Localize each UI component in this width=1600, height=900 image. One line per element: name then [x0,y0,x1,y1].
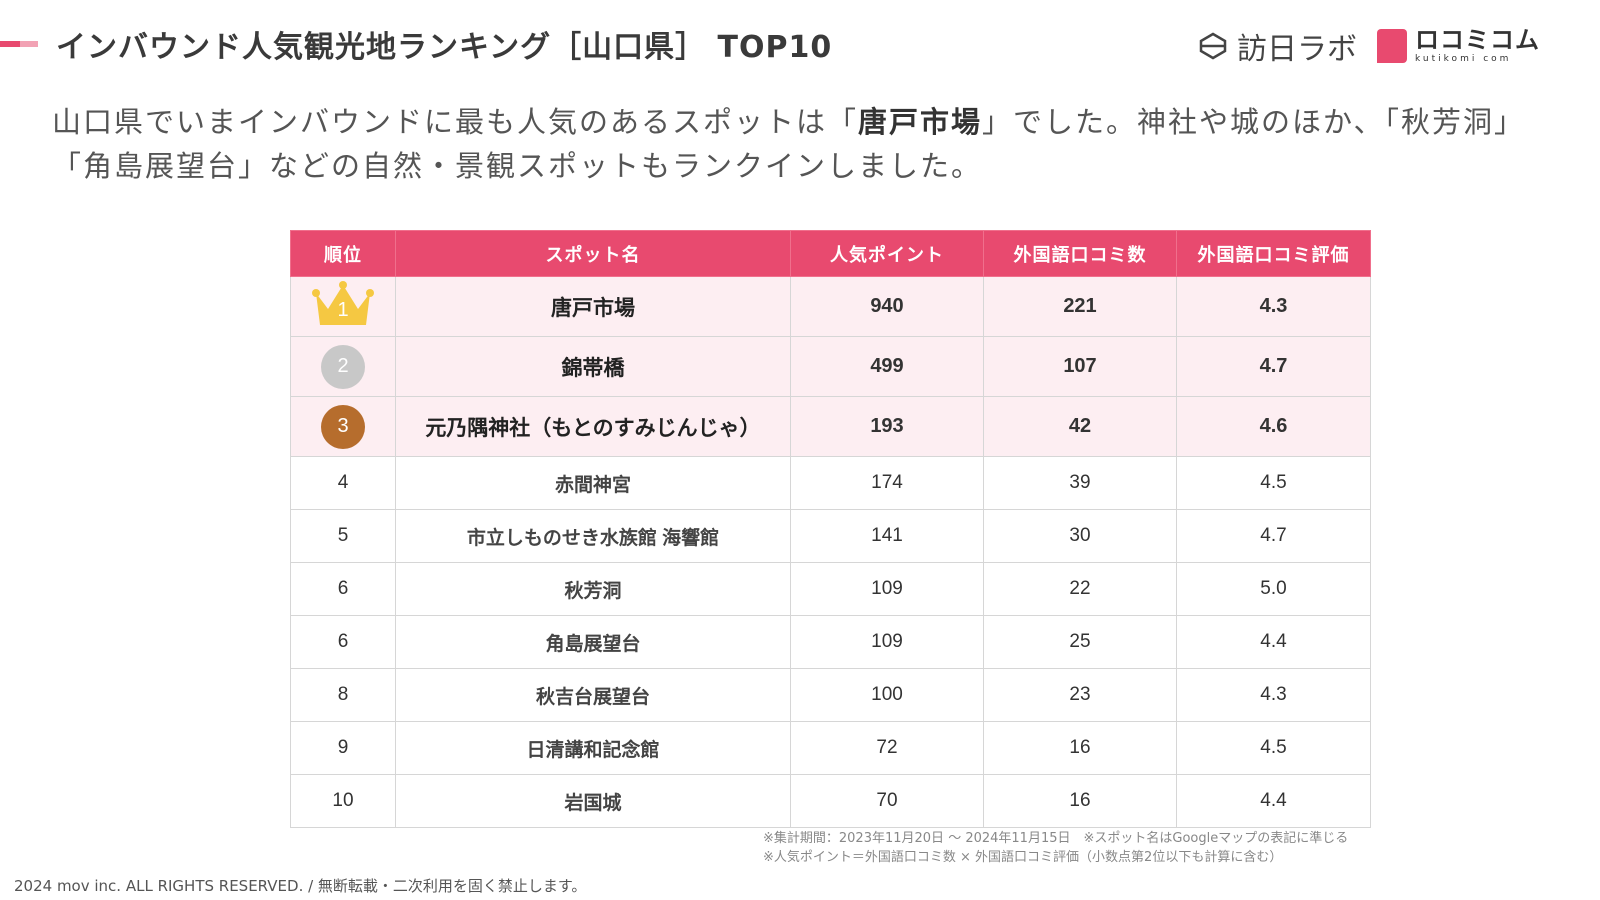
review-rating: 4.5 [1176,721,1371,775]
review-rating: 4.3 [1176,668,1371,722]
accent-bar-dark [0,41,20,47]
review-count: 22 [983,562,1177,616]
review-count: 221 [983,276,1177,337]
table-header-row: 順位 スポット名 人気ポイント 外国語口コミ数 外国語口コミ評価 [290,230,1371,277]
rank-cell: 3 [290,396,396,457]
rank-cell: 1 [290,276,396,337]
lab-mark-icon [1199,32,1227,60]
table-row: 10 岩国城 70 16 4.4 [290,774,1371,828]
points: 109 [790,562,984,616]
page-title: インバウンド人気観光地ランキング［山口県］ TOP10 [56,30,833,65]
review-rating: 4.7 [1176,336,1371,397]
rank-cell: 9 [290,721,396,775]
silver-medal-icon: 2 [321,344,365,389]
lead-highlight: 唐戸市場 [858,105,983,139]
table-row: 5 市立しものせき水族館 海響館 141 30 4.7 [290,509,1371,563]
bronze-medal-icon: 3 [321,404,365,449]
review-rating: 4.5 [1176,456,1371,510]
footnote-period: ※集計期間：2023年11月20日 〜 2024年11月15日 ※スポット名はG… [763,831,1349,846]
ranking-table: 順位 スポット名 人気ポイント 外国語口コミ数 外国語口コミ評価 1 唐戸市 [290,230,1371,828]
copyright-text: 2024 mov inc. ALL RIGHTS RESERVED. / 無断転… [14,877,587,895]
spot-name: 市立しものせき水族館 海響館 [395,509,791,563]
brand-lab-text: 訪日ラボ [1237,32,1357,67]
brand-kuti-text: ロコミコム [1415,26,1540,54]
spot-name: 角島展望台 [395,615,791,669]
review-count: 16 [983,774,1177,828]
review-rating: 4.4 [1176,774,1371,828]
header-review-rating: 外国語口コミ評価 [1176,230,1371,277]
spot-name: 元乃隅神社（もとのすみじんじゃ） [395,396,791,457]
header-spot-name: スポット名 [395,230,791,277]
lead-after: 」でした。神社や城のほか、「秋芳洞」「角島展望台」などの自然・景観スポットもラン… [52,105,1525,183]
review-count: 25 [983,615,1177,669]
review-rating: 4.3 [1176,276,1371,337]
review-count: 23 [983,668,1177,722]
review-count: 16 [983,721,1177,775]
accent-bar-light [20,41,38,47]
spot-name: 唐戸市場 [395,276,791,337]
table-row: 2 錦帯橋 499 107 4.7 [290,336,1371,397]
spot-name: 赤間神宮 [395,456,791,510]
rank-cell: 2 [290,336,396,397]
table-row: 6 角島展望台 109 25 4.4 [290,615,1371,669]
footnote-formula: ※人気ポイント＝外国語口コミ数 × 外国語口コミ評価（小数点第2位以下も計算に含… [763,850,1283,865]
table-row: 3 元乃隅神社（もとのすみじんじゃ） 193 42 4.6 [290,396,1371,457]
brand-logos: 訪日ラボ ロコミコム kutikomi com [1197,24,1540,68]
points: 499 [790,336,984,397]
header-rank: 順位 [290,230,396,277]
header-review-count: 外国語口コミ数 [983,230,1177,277]
table-row: 6 秋芳洞 109 22 5.0 [290,562,1371,616]
points: 174 [790,456,984,510]
footnotes: ※集計期間：2023年11月20日 〜 2024年11月15日 ※スポット名はG… [763,830,1363,868]
points: 940 [790,276,984,337]
review-count: 107 [983,336,1177,397]
header-points: 人気ポイント [790,230,984,277]
title-accent-bar [0,41,38,47]
spot-name: 錦帯橋 [395,336,791,397]
spot-name: 日清講和記念館 [395,721,791,775]
lead-before: 山口県でいまインバウンドに最も人気のあるスポットは「 [52,105,859,139]
rank-cell: 6 [290,562,396,616]
brand-kuti-sub: kutikomi com [1415,54,1512,64]
table-row: 9 日清講和記念館 72 16 4.5 [290,721,1371,775]
rank-cell: 10 [290,774,396,828]
review-rating: 4.7 [1176,509,1371,563]
review-rating: 5.0 [1176,562,1371,616]
points: 72 [790,721,984,775]
review-rating: 4.4 [1176,615,1371,669]
points: 193 [790,396,984,457]
houmon-lab-logo: 訪日ラボ [1197,24,1357,68]
spot-name: 岩国城 [395,774,791,828]
table-row: 1 唐戸市場 940 221 4.3 [290,276,1371,337]
rank-cell: 8 [290,668,396,722]
rank-cell: 6 [290,615,396,669]
spot-name: 秋芳洞 [395,562,791,616]
review-count: 39 [983,456,1177,510]
review-count: 42 [983,396,1177,457]
review-count: 30 [983,509,1177,563]
review-rating: 4.6 [1176,396,1371,457]
kutikomi-mark-icon [1377,29,1407,63]
points: 109 [790,615,984,669]
rank-cell: 4 [290,456,396,510]
kutikomi-logo: ロコミコム kutikomi com [1377,28,1540,64]
gold-crown-icon: 1 [310,279,376,329]
rank-cell: 5 [290,509,396,563]
table-row: 8 秋吉台展望台 100 23 4.3 [290,668,1371,722]
table-row: 4 赤間神宮 174 39 4.5 [290,456,1371,510]
lead-text: 山口県でいまインバウンドに最も人気のあるスポットは「唐戸市場」でした。神社や城の… [52,100,1552,188]
points: 70 [790,774,984,828]
points: 141 [790,509,984,563]
rank-number: 1 [337,298,349,321]
points: 100 [790,668,984,722]
spot-name: 秋吉台展望台 [395,668,791,722]
